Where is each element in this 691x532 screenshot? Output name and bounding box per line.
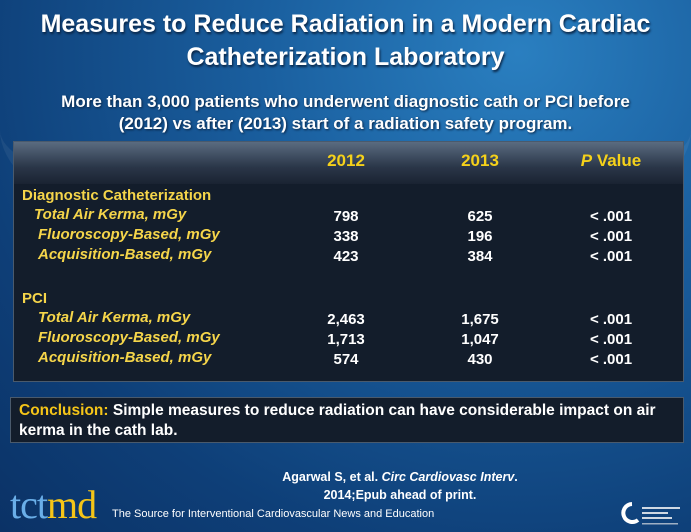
footer-tagline: The Source for Interventional Cardiovasc… [112, 508, 435, 520]
row-label: Acquisition-Based, mGy [38, 246, 212, 263]
conclusion-box: Conclusion: Simple measures to reduce ra… [10, 397, 684, 443]
section-label: PCI [22, 290, 48, 307]
row-label: Total Air Kerma, mGy [34, 206, 187, 223]
header-2013: 2013 [461, 151, 499, 170]
value-2012: 423 [333, 248, 359, 265]
citation-authors: Agarwal S, et al. [282, 470, 382, 484]
value-2012: 338 [333, 228, 359, 245]
value-2012: 1,713 [327, 331, 365, 348]
p-value: < .001 [589, 311, 633, 328]
value-2012: 2,463 [327, 311, 365, 328]
citation-line-2: 2014;Epub ahead of print. [323, 488, 477, 502]
section-label: Diagnostic Catheterization [22, 187, 212, 204]
header-p-value: P Value [581, 151, 641, 171]
row-label: Total Air Kerma, mGy [38, 309, 191, 326]
value-2013: 196 [467, 228, 493, 245]
header-value-label: Value [592, 151, 642, 170]
p-value: < .001 [589, 351, 633, 368]
results-table: 2012 2013 P Value Diagnostic Catheteriza… [13, 141, 684, 382]
tctmd-logo: tctmd [10, 482, 97, 527]
slide-title: Measures to Reduce Radiation in a Modern… [0, 8, 691, 74]
table-header [14, 142, 683, 184]
citation-line-1: Agarwal S, et al. Circ Cardiovasc Interv… [200, 470, 600, 484]
logo-part-tct: tct [10, 482, 48, 527]
row-label: Fluoroscopy-Based, mGy [38, 226, 220, 243]
citation-journal: Circ Cardiovasc Interv [381, 470, 515, 484]
value-2012: 574 [333, 351, 359, 368]
value-2013: 625 [467, 208, 493, 225]
p-value: < .001 [589, 208, 633, 225]
title-line-1: Measures to Reduce Radiation in a Modern… [40, 10, 651, 38]
header-p-italic: P [580, 151, 593, 170]
row-label: Acquisition-Based, mGy [38, 349, 212, 366]
value-2013: 1,675 [461, 311, 499, 328]
crf-logo [621, 502, 680, 525]
value-2013: 384 [467, 248, 493, 265]
value-2012: 798 [333, 208, 359, 225]
p-value: < .001 [589, 228, 633, 245]
conclusion-text: Simple measures to reduce radiation can … [19, 402, 656, 439]
title-line-2: Catheterization Laboratory [186, 43, 505, 71]
row-label: Fluoroscopy-Based, mGy [38, 329, 220, 346]
conclusion-label: Conclusion: [19, 402, 109, 419]
subtitle-line-1: More than 3,000 patients who underwent d… [61, 92, 630, 111]
p-value: < .001 [589, 248, 633, 265]
subtitle-line-2: (2012) vs after (2013) start of a radiat… [118, 114, 573, 133]
header-2012: 2012 [327, 151, 365, 170]
logo-part-md: md [46, 482, 97, 527]
slide-subtitle: More than 3,000 patients who underwent d… [0, 91, 691, 135]
value-2013: 1,047 [461, 331, 499, 348]
p-value: < .001 [589, 331, 633, 348]
citation-period: . [514, 470, 518, 484]
value-2013: 430 [467, 351, 493, 368]
